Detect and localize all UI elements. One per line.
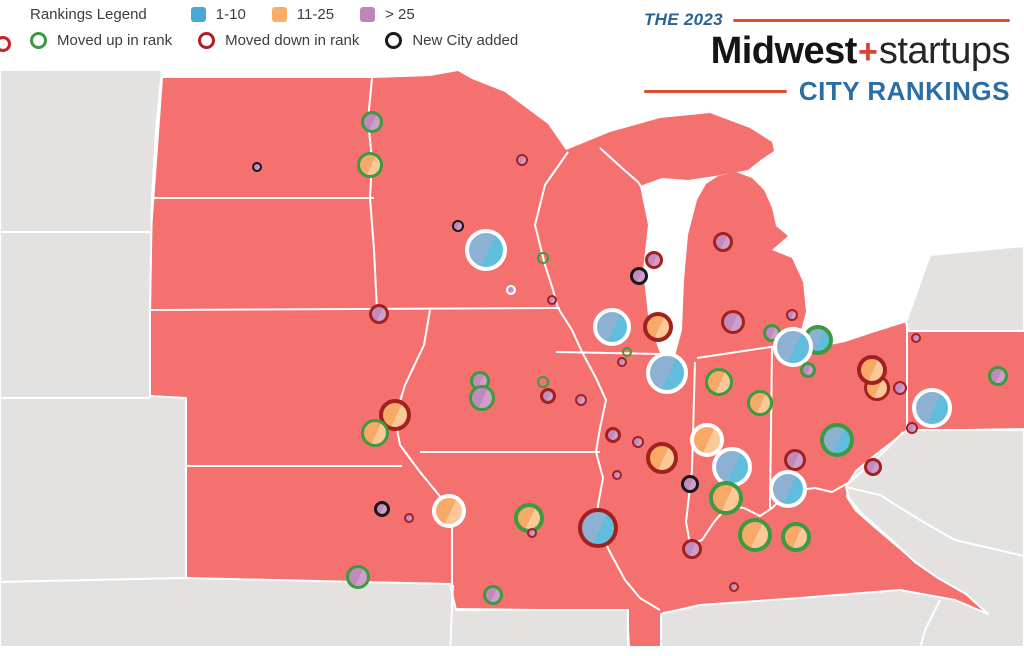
city-bubble[interactable] bbox=[738, 518, 772, 552]
tier-swatch-icon bbox=[271, 7, 287, 22]
city-bubble[interactable] bbox=[690, 423, 724, 457]
city-bubble[interactable] bbox=[820, 423, 854, 457]
change-label: New City added bbox=[412, 32, 519, 49]
city-bubble[interactable] bbox=[361, 419, 389, 447]
logo-rule-top bbox=[732, 18, 1010, 22]
legend-title: Rankings Legend bbox=[30, 6, 147, 23]
city-bubble[interactable] bbox=[547, 295, 557, 305]
legend-tier-row: Rankings Legend 1-10 11-25 > 25 bbox=[30, 6, 518, 23]
legend-change-item: Moved down in rank bbox=[198, 32, 359, 49]
city-bubble[interactable] bbox=[712, 447, 752, 487]
city-bubble[interactable] bbox=[645, 251, 663, 269]
city-bubble[interactable] bbox=[646, 352, 688, 394]
city-bubble[interactable] bbox=[721, 310, 745, 334]
city-bubble[interactable] bbox=[374, 501, 390, 517]
tier-swatch-icon bbox=[360, 7, 376, 22]
city-bubble[interactable] bbox=[773, 327, 813, 367]
legend-tier-item: > 25 bbox=[360, 6, 415, 23]
tier-label: 11-25 bbox=[296, 6, 335, 23]
city-bubble[interactable] bbox=[605, 427, 621, 443]
city-bubble[interactable] bbox=[784, 449, 806, 471]
city-bubble[interactable] bbox=[630, 267, 648, 285]
rankings-legend: Rankings Legend 1-10 11-25 > 25 Moved up i… bbox=[30, 6, 518, 49]
city-bubble[interactable] bbox=[527, 528, 537, 538]
city-bubble[interactable] bbox=[643, 312, 673, 342]
city-bubble[interactable] bbox=[252, 162, 262, 172]
city-bubble[interactable] bbox=[646, 442, 678, 474]
tier-label: 1-10 bbox=[215, 6, 246, 23]
city-bubble[interactable] bbox=[705, 368, 733, 396]
logo-kicker: THE 2023 bbox=[644, 10, 723, 29]
city-bubble[interactable] bbox=[452, 220, 464, 232]
city-bubble[interactable] bbox=[483, 585, 503, 605]
city-bubble[interactable] bbox=[432, 494, 466, 528]
legend-tier-item: 11-25 bbox=[271, 6, 335, 23]
plus-icon: + bbox=[857, 33, 878, 71]
city-bubble[interactable] bbox=[537, 376, 549, 388]
city-bubble[interactable] bbox=[617, 357, 627, 367]
legend-change-item: Moved up in rank bbox=[30, 32, 172, 49]
city-bubble[interactable] bbox=[713, 232, 733, 252]
city-bubble[interactable] bbox=[906, 422, 918, 434]
city-bubble[interactable] bbox=[988, 366, 1008, 386]
city-bubble[interactable] bbox=[361, 111, 383, 133]
change-label: Moved up in rank bbox=[57, 32, 173, 49]
tier-swatch-icon bbox=[190, 7, 206, 22]
cropped-edge-ring bbox=[0, 36, 11, 52]
brand-secondary: startups bbox=[878, 30, 1011, 72]
legend-change-item: New City added bbox=[385, 32, 518, 49]
city-bubble[interactable] bbox=[357, 152, 383, 178]
legend-tier-item: 1-10 bbox=[190, 6, 246, 23]
logo-rule-bottom bbox=[644, 89, 787, 93]
city-bubble[interactable] bbox=[506, 285, 516, 295]
city-bubble[interactable] bbox=[769, 470, 807, 508]
city-bubble[interactable] bbox=[575, 394, 587, 406]
change-ring-icon bbox=[198, 32, 216, 49]
city-bubble[interactable] bbox=[404, 513, 414, 523]
city-bubble[interactable] bbox=[781, 522, 811, 552]
city-bubble[interactable] bbox=[346, 565, 370, 589]
logo-kicker-row: THE 2023 bbox=[644, 10, 1010, 30]
city-bubble[interactable] bbox=[537, 252, 549, 264]
city-bubble[interactable] bbox=[578, 508, 618, 548]
city-bubble[interactable] bbox=[800, 362, 816, 378]
city-bubble[interactable] bbox=[516, 154, 528, 166]
logo-subtitle-row: CITY RANKINGS bbox=[644, 76, 1010, 107]
bottom-strip bbox=[0, 646, 1024, 656]
city-bubble[interactable] bbox=[893, 381, 907, 395]
change-label: Moved down in rank bbox=[225, 32, 360, 49]
city-bubble[interactable] bbox=[681, 475, 699, 493]
city-bubble[interactable] bbox=[369, 304, 389, 324]
city-bubble[interactable] bbox=[632, 436, 644, 448]
city-bubble[interactable] bbox=[379, 399, 411, 431]
brand-wordmark: Midwest + startups bbox=[644, 30, 1011, 72]
city-bubble[interactable] bbox=[465, 229, 507, 271]
city-bubble[interactable] bbox=[540, 388, 556, 404]
change-ring-icon bbox=[30, 32, 47, 49]
city-bubble[interactable] bbox=[682, 539, 702, 559]
legend-change-row: Moved up in rank Moved down in rank New Ci… bbox=[30, 32, 518, 49]
city-bubble[interactable] bbox=[469, 385, 495, 411]
change-ring-icon bbox=[385, 32, 403, 49]
city-bubble[interactable] bbox=[912, 388, 952, 428]
city-bubble[interactable] bbox=[612, 470, 622, 480]
city-bubble[interactable] bbox=[593, 308, 631, 346]
logo-subtitle: CITY RANKINGS bbox=[798, 75, 1010, 106]
city-bubble[interactable] bbox=[864, 458, 882, 476]
city-bubble[interactable] bbox=[622, 347, 632, 357]
tier-label: > 25 bbox=[385, 6, 415, 23]
city-bubble[interactable] bbox=[857, 355, 887, 385]
city-bubble[interactable] bbox=[747, 390, 773, 416]
logo-block: THE 2023 Midwest + startups CITY RANKING… bbox=[644, 10, 1011, 107]
city-bubble[interactable] bbox=[911, 333, 921, 343]
city-bubble[interactable] bbox=[729, 582, 739, 592]
city-bubble[interactable] bbox=[786, 309, 798, 321]
brand-primary: Midwest bbox=[710, 30, 858, 72]
city-bubble[interactable] bbox=[709, 481, 743, 515]
non-midwest-states bbox=[0, 69, 1024, 656]
